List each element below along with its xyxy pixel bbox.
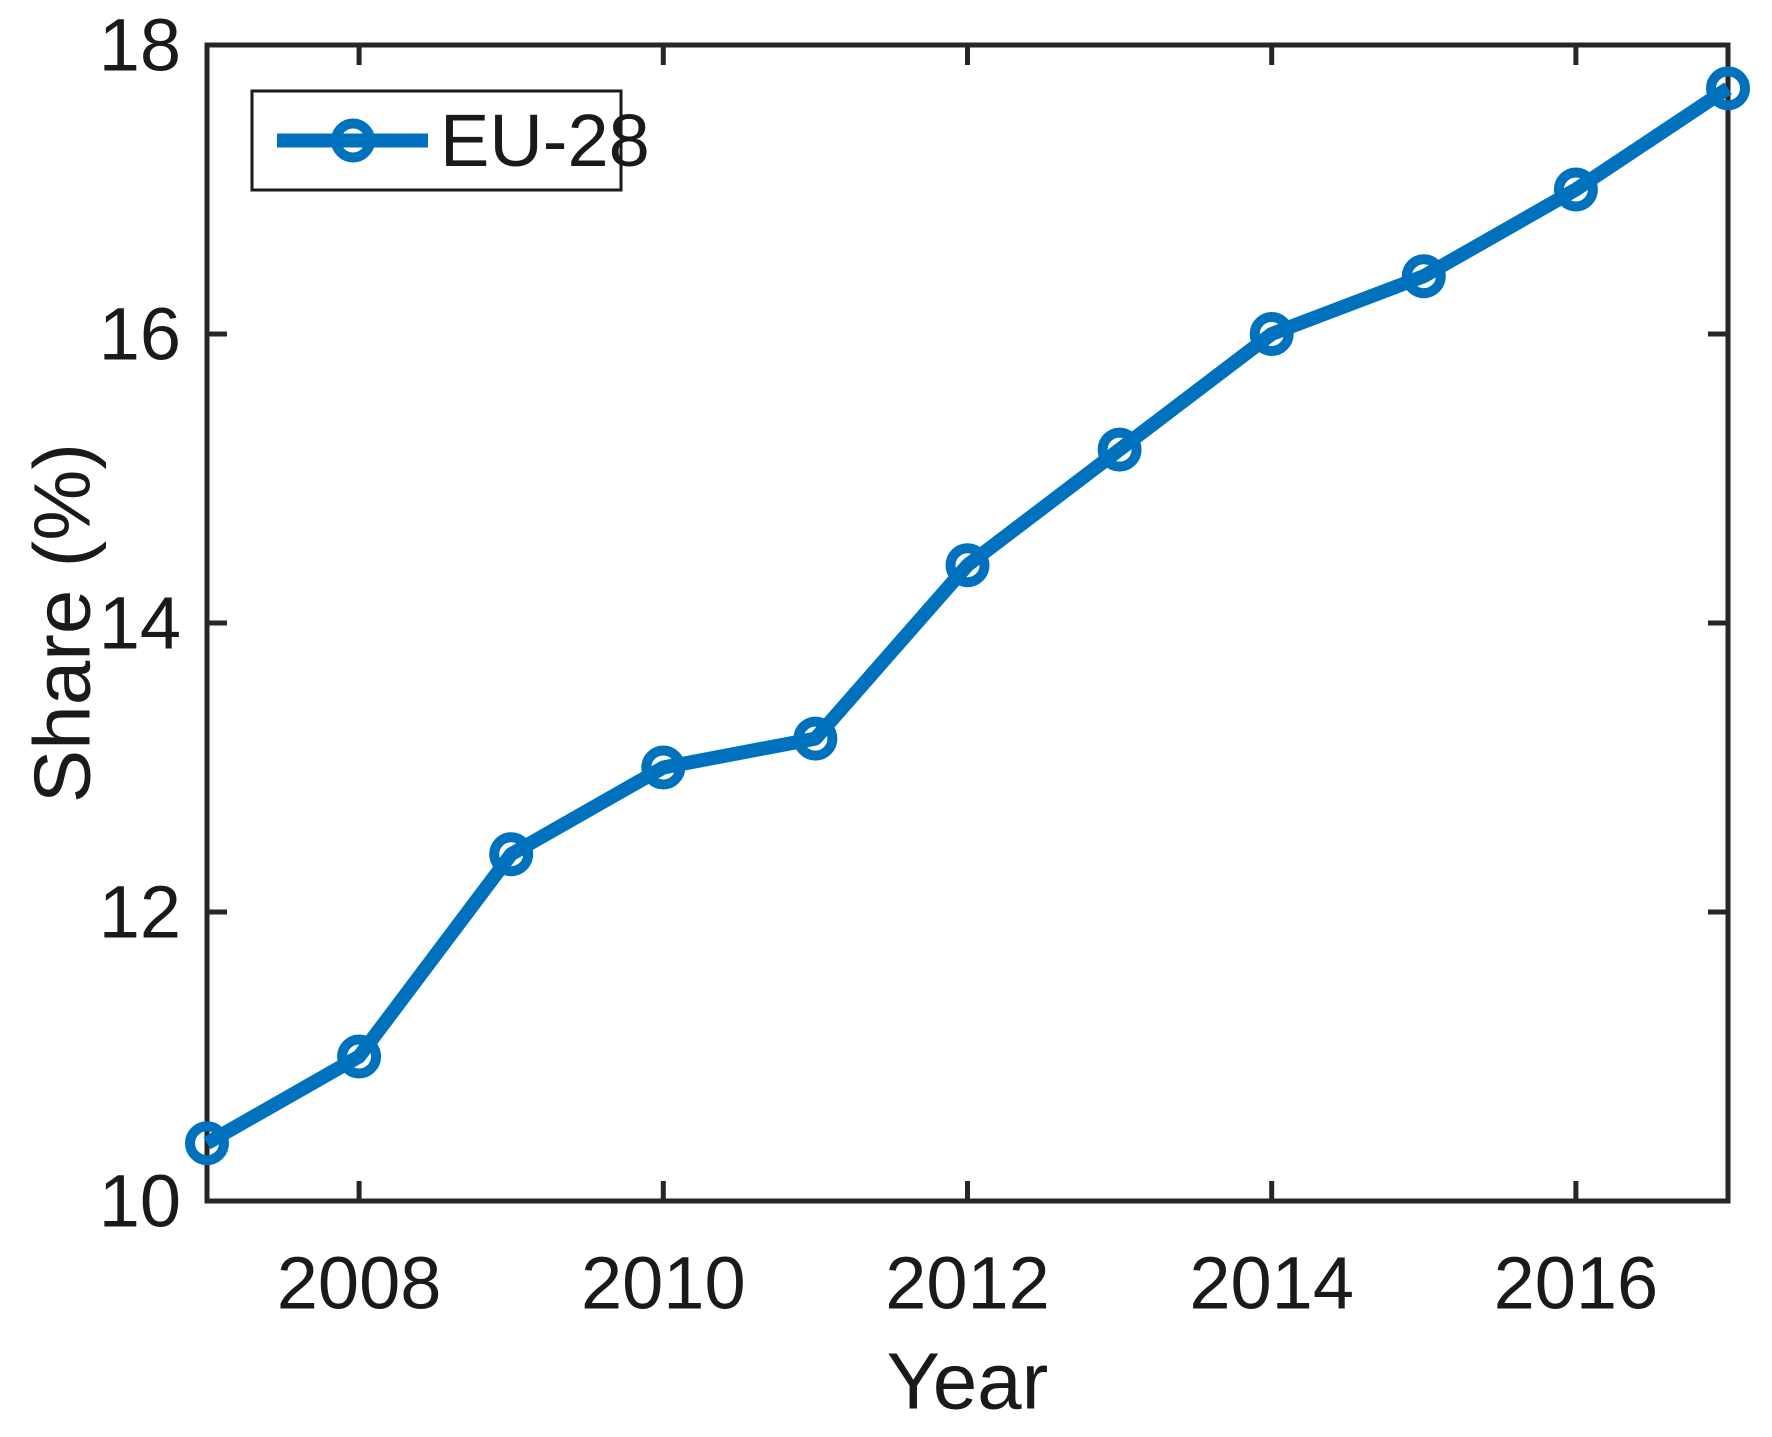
data-point-marker — [185, 1121, 229, 1166]
legend-marker-sample — [331, 118, 375, 163]
x-tick-label: 2012 — [885, 1242, 1050, 1325]
x-tick-label: 2014 — [1189, 1242, 1354, 1325]
data-point-marker — [1553, 167, 1598, 212]
y-tick-label: 18 — [99, 4, 181, 87]
data-point-marker — [945, 543, 990, 588]
data-point-marker — [1706, 66, 1750, 111]
y-tick-label: 14 — [99, 582, 181, 665]
x-tick-label: 2010 — [581, 1242, 746, 1325]
data-point-marker — [337, 1034, 382, 1079]
y-axis-title: Share (%) — [18, 443, 107, 803]
data-point-marker — [1097, 427, 1142, 472]
data-point-marker — [793, 716, 838, 761]
x-tick-label: 2008 — [277, 1242, 442, 1325]
data-point-marker — [1401, 254, 1446, 299]
data-line — [203, 82, 1732, 1150]
x-tick-label: 2016 — [1494, 1242, 1659, 1325]
data-point-marker — [1249, 312, 1294, 356]
y-tick-label: 16 — [99, 293, 181, 376]
y-tick-label: 12 — [99, 871, 181, 954]
x-axis-title: Year — [887, 1337, 1049, 1426]
data-point-marker — [641, 745, 686, 790]
legend-label: EU-28 — [440, 99, 650, 182]
y-tick-label: 10 — [99, 1160, 181, 1243]
data-point-marker — [489, 832, 534, 877]
